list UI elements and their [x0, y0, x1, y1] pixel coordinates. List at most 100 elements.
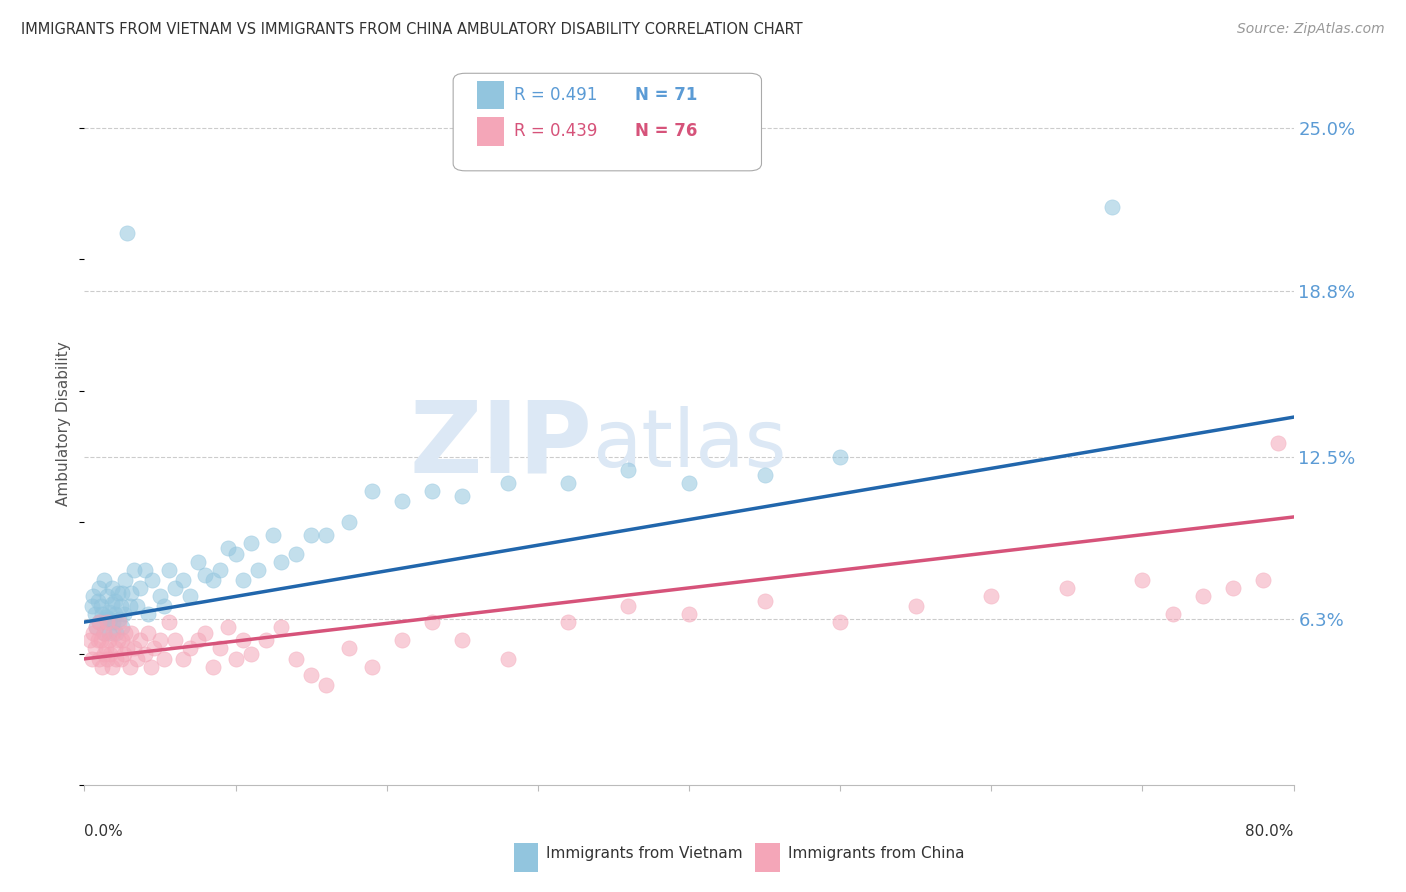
Point	[115, 226, 138, 240]
Point	[299, 667, 322, 681]
Point	[270, 555, 292, 569]
Point	[754, 594, 776, 608]
Point	[172, 573, 194, 587]
Point	[111, 586, 134, 600]
Point	[111, 620, 134, 634]
Point	[360, 659, 382, 673]
Point	[112, 607, 135, 622]
Point	[262, 528, 284, 542]
Point	[179, 589, 201, 603]
Point	[108, 612, 131, 626]
Point	[100, 597, 122, 611]
Point	[165, 581, 187, 595]
Point	[496, 652, 519, 666]
Point	[149, 589, 172, 603]
Point	[239, 536, 262, 550]
Point	[153, 599, 176, 614]
Point	[225, 547, 247, 561]
Point	[165, 633, 187, 648]
Point	[239, 647, 262, 661]
Point	[157, 615, 180, 629]
Point	[496, 475, 519, 490]
FancyBboxPatch shape	[513, 843, 538, 871]
Y-axis label: Ambulatory Disability: Ambulatory Disability	[56, 342, 72, 506]
Point	[108, 615, 131, 629]
Point	[90, 633, 112, 648]
Point	[127, 652, 149, 666]
Point	[79, 633, 101, 648]
Point	[1130, 573, 1153, 587]
FancyBboxPatch shape	[478, 117, 503, 145]
Point	[93, 625, 115, 640]
Point	[232, 573, 254, 587]
Text: R = 0.491: R = 0.491	[513, 86, 598, 104]
Point	[247, 562, 270, 576]
Point	[1267, 436, 1289, 450]
Point	[86, 620, 108, 634]
Point	[110, 599, 132, 614]
Point	[270, 620, 292, 634]
Point	[1056, 581, 1078, 595]
Point	[97, 605, 120, 619]
Point	[1161, 607, 1184, 622]
Point	[217, 620, 239, 634]
Point	[89, 615, 111, 629]
Point	[89, 581, 111, 595]
Point	[360, 483, 382, 498]
Point	[617, 599, 640, 614]
Point	[225, 652, 247, 666]
Point	[153, 652, 176, 666]
Point	[104, 641, 127, 656]
Point	[93, 625, 115, 640]
Point	[105, 625, 128, 640]
Point	[122, 562, 145, 576]
Point	[129, 581, 152, 595]
Text: 0.0%: 0.0%	[84, 824, 124, 839]
FancyBboxPatch shape	[755, 843, 780, 871]
Point	[80, 599, 103, 614]
Point	[93, 573, 115, 587]
Point	[127, 599, 149, 614]
Point	[830, 450, 852, 464]
Point	[1101, 200, 1123, 214]
Point	[299, 528, 322, 542]
Point	[96, 612, 118, 626]
Point	[111, 633, 134, 648]
Point	[97, 633, 120, 648]
Point	[149, 633, 172, 648]
Point	[451, 489, 474, 503]
Point	[107, 633, 129, 648]
Point	[1222, 581, 1244, 595]
Point	[98, 612, 121, 626]
FancyBboxPatch shape	[453, 73, 762, 171]
Point	[420, 483, 443, 498]
Text: IMMIGRANTS FROM VIETNAM VS IMMIGRANTS FROM CHINA AMBULATORY DISABILITY CORRELATI: IMMIGRANTS FROM VIETNAM VS IMMIGRANTS FR…	[21, 22, 803, 37]
Point	[209, 641, 232, 656]
Point	[84, 641, 107, 656]
Point	[142, 641, 165, 656]
Point	[98, 647, 121, 661]
Point	[617, 463, 640, 477]
Point	[451, 633, 474, 648]
Point	[391, 633, 413, 648]
Point	[420, 615, 443, 629]
Text: N = 76: N = 76	[634, 122, 697, 140]
Text: Source: ZipAtlas.com: Source: ZipAtlas.com	[1237, 22, 1385, 37]
Point	[122, 641, 145, 656]
Point	[136, 625, 159, 640]
Point	[100, 581, 122, 595]
Point	[100, 659, 122, 673]
Point	[94, 609, 117, 624]
Point	[557, 475, 579, 490]
Point	[136, 607, 159, 622]
Point	[557, 615, 579, 629]
Point	[337, 515, 360, 529]
Point	[115, 641, 138, 656]
Point	[96, 615, 118, 629]
Point	[96, 652, 118, 666]
Text: 80.0%: 80.0%	[1246, 824, 1294, 839]
Text: Immigrants from China: Immigrants from China	[789, 847, 965, 861]
Point	[209, 562, 232, 576]
Point	[754, 467, 776, 482]
Point	[1192, 589, 1215, 603]
